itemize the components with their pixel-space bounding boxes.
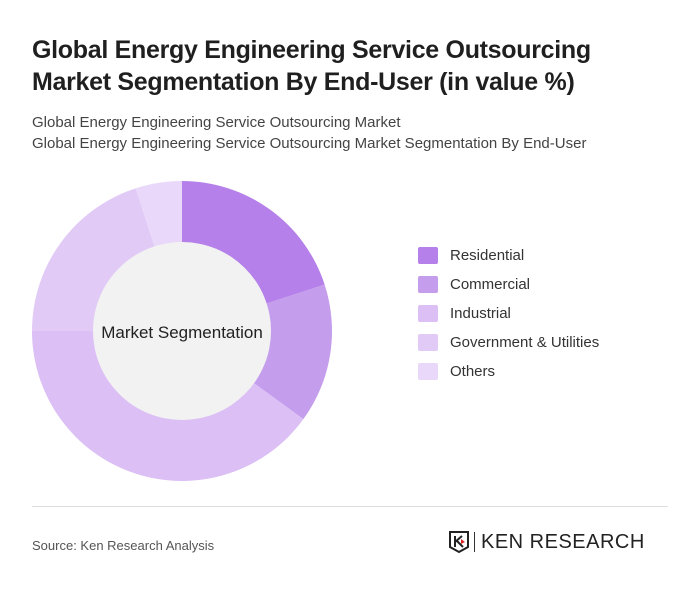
- logo-shield-icon: [449, 531, 469, 554]
- legend-label: Industrial: [450, 305, 511, 322]
- subtitle-2: Global Energy Engineering Service Outsou…: [32, 135, 587, 152]
- legend-item: Others: [418, 352, 599, 391]
- logo-text: KEN RESEARCH: [481, 530, 645, 553]
- legend-item: Commercial: [418, 265, 599, 304]
- legend-swatch: [418, 363, 438, 380]
- legend-item: Government & Utilities: [418, 323, 599, 362]
- chart-title: Global Energy Engineering Service Outsou…: [32, 36, 591, 96]
- legend-label: Government & Utilities: [450, 334, 600, 351]
- source-note: Source: Ken Research Analysis: [32, 538, 215, 553]
- legend-swatch: [418, 247, 438, 264]
- legend-item: Residential: [418, 236, 599, 275]
- donut-center: [93, 242, 271, 420]
- center-label: Market Segmentation: [101, 323, 263, 342]
- legend-swatch: [418, 305, 438, 322]
- legend-label: Commercial: [450, 276, 531, 293]
- legend-label: Others: [450, 363, 496, 380]
- logo-separator: [474, 532, 475, 552]
- legend-item: Industrial: [418, 294, 599, 333]
- legend: Residential Commercial Industrial Governmen…: [418, 246, 599, 391]
- subtitle-1: Global Energy Engineering Service Outsou…: [32, 114, 401, 131]
- donut-chart: Market Segmentation: [32, 181, 332, 481]
- ken-research-logo: KEN RESEARCH: [448, 530, 645, 554]
- divider: [32, 506, 668, 507]
- legend-swatch: [418, 276, 438, 293]
- legend-label: Residential: [450, 247, 525, 264]
- legend-swatch: [418, 334, 438, 351]
